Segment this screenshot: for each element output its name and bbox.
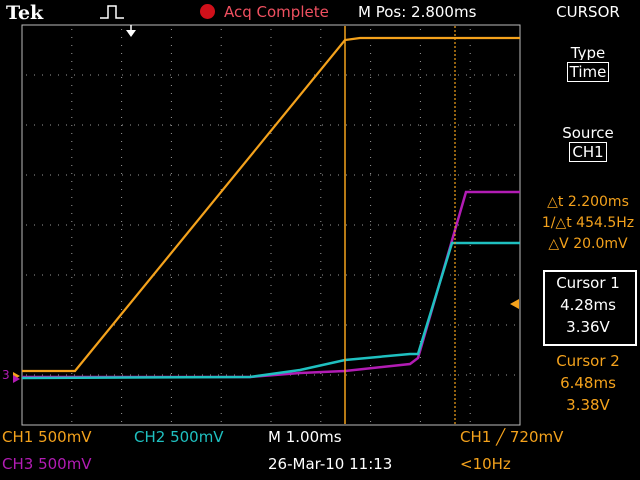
trigger-readout: CH1 ╱ 720mV <box>460 428 564 446</box>
ch2-trace <box>21 241 520 380</box>
menu-title: CURSOR <box>556 3 620 21</box>
source-button[interactable]: Source CH1 <box>536 124 640 164</box>
pulse-icon <box>100 5 124 19</box>
timebase: M 1.00ms <box>268 428 342 446</box>
source-label: Source <box>562 124 614 142</box>
cursor-readouts: △t 2.200ms 1/△t 454.5Hz △V 20.0mV <box>536 192 640 255</box>
ch3-ground-label: 3 <box>2 368 10 382</box>
trigger-position-icon <box>126 30 136 37</box>
acq-status-icon <box>200 4 215 19</box>
freq-readout: <10Hz <box>460 455 511 473</box>
type-value: Time <box>564 60 612 84</box>
brand-logo: Tek <box>6 2 44 24</box>
source-value: CH1 <box>567 140 609 164</box>
cursor1-button[interactable] <box>543 270 637 346</box>
ch2-scale: CH2 500mV <box>134 428 224 446</box>
cursor1-volt: 3.36V <box>566 318 610 336</box>
m-pos: M Pos: 2.800ms <box>358 3 477 21</box>
delta-v: △V 20.0mV <box>548 236 628 252</box>
graticule-grid <box>26 29 515 422</box>
cursor2-time: 6.48ms <box>560 374 616 392</box>
ch1-trace <box>22 36 520 373</box>
trigger-level-icon <box>510 299 519 309</box>
cursor2-button[interactable]: Cursor 2 6.48ms 3.38V <box>536 350 640 416</box>
cursor1-readout: Cursor 1 4.28ms 3.36V <box>536 272 640 338</box>
ch3-ground-icon <box>13 375 20 383</box>
date-time: 26-Mar-10 11:13 <box>268 455 393 473</box>
cursor1-label: Cursor 1 <box>556 274 620 292</box>
ch1-scale: CH1 500mV <box>2 428 92 446</box>
type-button[interactable]: Type Time <box>536 44 640 84</box>
acq-status: Acq Complete <box>224 3 329 21</box>
type-label: Type <box>570 44 606 62</box>
inv-delta-t: 1/△t 454.5Hz <box>541 215 635 231</box>
cursor2-volt: 3.38V <box>566 396 610 414</box>
graticule-frame <box>21 24 521 426</box>
ch3-scale: CH3 500mV <box>2 455 92 473</box>
delta-t: △t 2.200ms <box>547 194 629 210</box>
cursor1-time: 4.28ms <box>560 296 616 314</box>
cursor2-label: Cursor 2 <box>556 352 620 370</box>
